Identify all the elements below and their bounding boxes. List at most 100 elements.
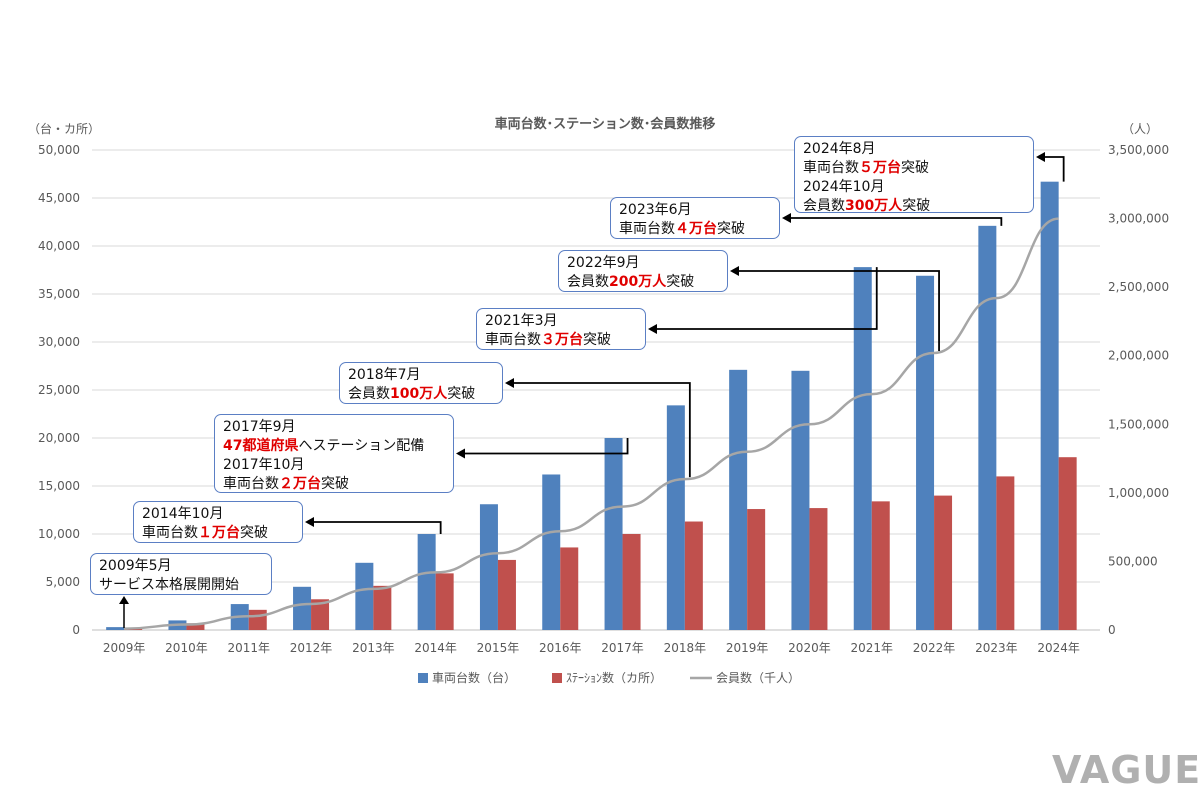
annotation-line: 2014年10月: [142, 505, 294, 524]
chart-title: 車両台数･ステーション数･会員数推移: [495, 116, 716, 132]
left-tick-label: 20,000: [38, 431, 80, 445]
x-tick-label: 2012年: [290, 641, 333, 655]
left-tick-label: 30,000: [38, 335, 80, 349]
vehicle-bar: [666, 405, 685, 630]
station-bar: [747, 509, 766, 630]
station-bar: [934, 495, 953, 630]
x-tick-label: 2017年: [601, 641, 644, 655]
annotation-highlight: ３万台: [541, 332, 583, 348]
right-axis-unit: （人）: [1122, 122, 1158, 136]
annotation-text: 会員数: [803, 198, 845, 214]
annotation-text: 2009年5月: [99, 558, 172, 574]
vehicle-bar: [1040, 181, 1059, 630]
right-tick-label: 0: [1108, 623, 1116, 637]
x-tick-label: 2023年: [975, 641, 1018, 655]
station-bar: [622, 534, 641, 630]
right-tick-label: 1,000,000: [1108, 486, 1169, 500]
annotation-highlight: １万台: [198, 525, 240, 541]
x-tick-label: 2021年: [850, 641, 893, 655]
annotation-line: 2023年6月: [619, 201, 771, 220]
vehicle-bar: [604, 438, 623, 630]
leader-arrowhead: [305, 517, 314, 527]
annotation-leaders: [119, 152, 1065, 628]
annotation-highlight: ４万台: [675, 221, 717, 237]
annotation-callout: 2009年5月 サービス本格展開開始: [90, 553, 272, 595]
annotation-text: 2022年9月: [567, 255, 640, 271]
right-tick-label: 2,000,000: [1108, 349, 1169, 363]
station-bar: [435, 573, 454, 630]
vehicle-bar: [355, 562, 374, 630]
leader-arrowhead: [456, 448, 465, 459]
right-tick-label: 2,500,000: [1108, 280, 1169, 294]
x-tick-label: 2020年: [788, 641, 831, 655]
leader-line: [513, 382, 691, 478]
vehicle-bar: [978, 225, 997, 630]
station-bar: [497, 559, 516, 630]
station-bar: [1058, 457, 1077, 630]
vehicle-bar: [853, 267, 872, 630]
vehicle-bar: [106, 627, 125, 630]
station-bar: [809, 508, 828, 630]
annotation-callout: 2017年9月 47都道府県へステーション配備 2017年10月車両台数２万台突破: [214, 414, 454, 493]
annotation-text: 車両台数: [803, 160, 859, 176]
legend: 車両台数（台） ｽﾃｰｼｮﾝ数（カ所） 会員数（千人）: [418, 670, 800, 685]
left-tick-label: 45,000: [38, 191, 80, 205]
annotation-line: 会員数100万人突破: [348, 385, 494, 404]
station-bar: [373, 585, 392, 630]
annotation-callout: 2014年10月 車両台数１万台突破: [133, 501, 303, 543]
leader-line: [656, 267, 878, 330]
annotation-line: 車両台数４万台突破: [619, 220, 771, 239]
annotation-text: 会員数: [567, 274, 609, 290]
annotation-line: 47都道府県へステーション配備: [223, 437, 445, 456]
vehicle-bar: [293, 586, 312, 630]
station-bar: [996, 476, 1015, 630]
legend-label: 会員数（千人）: [716, 670, 800, 685]
annotation-callout: 2024年8月 車両台数５万台突破 2024年10月 会員数300万人突破: [794, 136, 1034, 214]
watermark-logo: VAGUE: [1052, 748, 1200, 792]
annotation-callout: 2022年9月 会員数200万人突破: [558, 250, 728, 292]
annotation-text: 突破: [666, 274, 695, 290]
station-bar: [248, 609, 267, 630]
station-bar: [871, 501, 890, 630]
right-tick-label: 500,000: [1108, 554, 1158, 568]
annotation-line: 2022年9月: [567, 254, 719, 273]
annotation-highlight: ５万台: [859, 160, 901, 176]
leader-arrowhead: [505, 378, 514, 388]
annotation-line: 2017年9月: [223, 418, 445, 437]
x-tick-label: 2022年: [913, 641, 956, 655]
left-tick-label: 40,000: [38, 239, 80, 253]
x-tick-label: 2014年: [414, 641, 457, 655]
vehicle-bar: [417, 534, 436, 630]
legend-swatch: [418, 673, 428, 683]
member-line-path: [124, 217, 1059, 630]
left-tick-label: 15,000: [38, 479, 80, 493]
annotation-line: 車両台数２万台突破: [223, 475, 445, 494]
legend-label: ｽﾃｰｼｮﾝ数（カ所）: [566, 670, 662, 685]
annotation-text: 車両台数: [485, 332, 541, 348]
annotation-text: 2017年10月: [223, 457, 305, 473]
annotation-highlight: ２万台: [279, 476, 321, 492]
left-tick-label: 25,000: [38, 383, 80, 397]
annotation-text: 会員数: [348, 386, 390, 402]
annotation-line: 車両台数１万台突破: [142, 524, 294, 543]
right-tick-label: 3,500,000: [1108, 143, 1169, 157]
annotation-text: へステーション配備: [298, 438, 425, 454]
left-tick-label: 35,000: [38, 287, 80, 301]
left-tick-label: 10,000: [38, 527, 80, 541]
annotation-highlight: 300万人: [845, 198, 903, 214]
x-tick-label: 2011年: [227, 641, 270, 655]
leader-line: [313, 521, 442, 534]
annotation-line: 2017年10月: [223, 456, 445, 475]
leader-line: [1044, 156, 1065, 182]
vehicle-bar: [479, 504, 498, 630]
x-tick-label: 2016年: [539, 641, 582, 655]
leader-line: [464, 438, 629, 455]
x-tick-label: 2018年: [664, 641, 707, 655]
legend-swatch: [552, 673, 562, 683]
annotation-text: 車両台数: [142, 525, 198, 541]
annotation-line: 車両台数３万台突破: [485, 331, 637, 350]
left-tick-label: 5,000: [46, 575, 80, 589]
annotation-text: 突破: [717, 221, 745, 237]
annotation-line: 2024年10月: [803, 178, 1025, 197]
